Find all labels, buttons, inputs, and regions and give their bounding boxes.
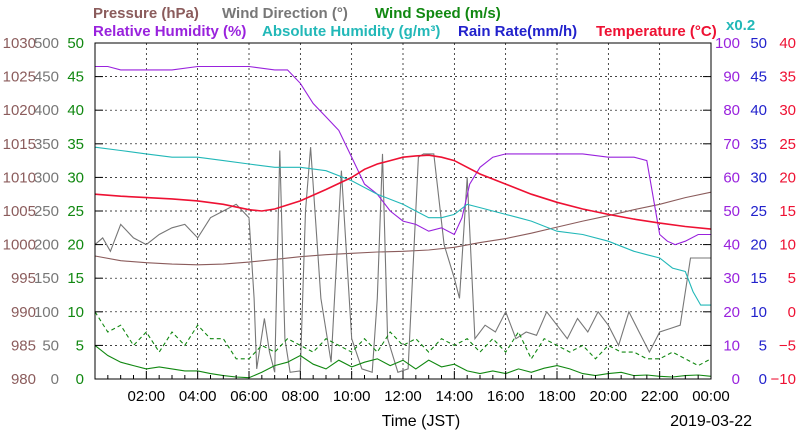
left-tick-label: 980: [11, 371, 36, 388]
right-tick-label: 0: [788, 304, 796, 321]
right-tick-label: 5: [788, 270, 796, 287]
right-tick-label: 80: [723, 102, 740, 119]
series-line-7: [94, 154, 712, 230]
left-tick-label: 1005: [3, 203, 36, 220]
x-tick-label: 16:00: [487, 388, 525, 405]
legend-wind-speed: Wind Speed (m/s): [375, 5, 501, 22]
series-line-5: [94, 146, 711, 306]
left-tick-label: 0: [51, 371, 59, 388]
legend-absolute-humidity: Absolute Humidity (g/m³): [262, 23, 440, 40]
left-tick-label: 990: [11, 304, 36, 321]
left-tick-label: 1000: [3, 237, 36, 254]
legend: Pressure (hPa) Wind Direction (°) Wind S…: [93, 5, 755, 40]
left-tick-label: 1025: [3, 69, 36, 86]
left-tick-label: 995: [11, 270, 36, 287]
x-tick-label: 06:00: [230, 388, 268, 405]
series-line-1: [94, 147, 711, 374]
legend-temperature: Temperature (°C): [596, 23, 717, 40]
legend-wind-direction: Wind Direction (°): [222, 5, 348, 22]
grid: [95, 43, 711, 379]
left-tick-label: 1015: [3, 136, 36, 153]
left-tick-label: 20: [67, 237, 84, 254]
left-tick-label: 400: [34, 102, 59, 119]
x-tick-label: 04:00: [179, 388, 217, 405]
right-tick-label: 20: [750, 237, 767, 254]
right-tick-label: 60: [723, 169, 740, 186]
legend-relative-humidity: Relative Humidity (%): [93, 23, 246, 40]
right-tick-label: 40: [779, 35, 796, 52]
left-tick-label: 150: [34, 270, 59, 287]
x-tick-label: 00:00: [692, 388, 730, 405]
left-tick-label: 250: [34, 203, 59, 220]
left-tick-label: 40: [67, 102, 84, 119]
right-tick-label: −5: [779, 337, 796, 354]
left-tick-label: 10: [67, 304, 84, 321]
date-label: 2019-03-22: [670, 413, 752, 430]
left-tick-label: 50: [67, 35, 84, 52]
series-line-4: [95, 65, 711, 246]
left-tick-label: 100: [34, 304, 59, 321]
right-tick-label: 10: [779, 237, 796, 254]
right-tick-label: 25: [750, 203, 767, 220]
right-tick-label: 20: [779, 169, 796, 186]
left-tick-label: 500: [34, 35, 59, 52]
left-tick-label: 25: [67, 203, 84, 220]
right-tick-label: 35: [750, 136, 767, 153]
legend-scale-factor: x0.2: [726, 17, 755, 34]
right-tick-label: 15: [779, 203, 796, 220]
left-tick-label: 350: [34, 136, 59, 153]
right-tick-label: 40: [750, 102, 767, 119]
right-tick-label: 5: [759, 337, 767, 354]
legend-rain-rate: Rain Rate(mm/h): [458, 23, 577, 40]
left-tick-label: 300: [34, 169, 59, 186]
x-tick-label: 12:00: [384, 388, 422, 405]
x-tick-label: 08:00: [282, 388, 320, 405]
right-tick-label: 30: [723, 270, 740, 287]
x-tick-label: 14:00: [436, 388, 474, 405]
left-tick-label: 5: [76, 337, 84, 354]
right-tick-label: 25: [779, 136, 796, 153]
left-tick-label: 450: [34, 69, 59, 86]
axes: 02:00 04:00 06:00 08:00 10:00 12:00 14:00 16:00…: [3, 35, 796, 405]
right-tick-label: 0: [759, 371, 767, 388]
left-tick-label: 30: [67, 169, 84, 186]
x-tick-label: 18:00: [538, 388, 576, 405]
x-axis-label: Time (JST): [382, 413, 461, 430]
right-tick-label: 50: [723, 203, 740, 220]
series-line-3: [94, 311, 712, 367]
right-tick-label: 100: [715, 35, 740, 52]
right-tick-label: 20: [723, 304, 740, 321]
left-tick-label: 1020: [3, 102, 36, 119]
left-tick-label: 1010: [3, 169, 36, 186]
right-tick-label: 0: [732, 371, 740, 388]
left-tick-label: 35: [67, 136, 84, 153]
right-tick-label: 70: [723, 136, 740, 153]
legend-pressure: Pressure (hPa): [93, 5, 199, 22]
right-tick-label: 50: [750, 35, 767, 52]
right-tick-label: −10: [771, 371, 796, 388]
right-tick-label: 30: [779, 102, 796, 119]
right-tick-label: 10: [750, 304, 767, 321]
x-tick-label: 20:00: [590, 388, 628, 405]
left-tick-label: 200: [34, 237, 59, 254]
right-tick-label: 15: [750, 270, 767, 287]
right-tick-label: 35: [779, 69, 796, 86]
right-tick-label: 40: [723, 237, 740, 254]
right-tick-label: 10: [723, 337, 740, 354]
x-tick-label: 10:00: [333, 388, 371, 405]
x-tick-label: 02:00: [128, 388, 166, 405]
left-tick-label: 45: [67, 69, 84, 86]
series-line-0: [94, 191, 712, 266]
left-tick-label: 985: [11, 337, 36, 354]
right-tick-label: 90: [723, 69, 740, 86]
left-tick-label: 15: [67, 270, 84, 287]
left-tick-label: 50: [42, 337, 59, 354]
left-tick-label: 1030: [3, 35, 36, 52]
left-tick-label: 0: [76, 371, 84, 388]
x-tick-label: 22:00: [641, 388, 679, 405]
right-tick-label: 45: [750, 69, 767, 86]
right-tick-label: 30: [750, 169, 767, 186]
